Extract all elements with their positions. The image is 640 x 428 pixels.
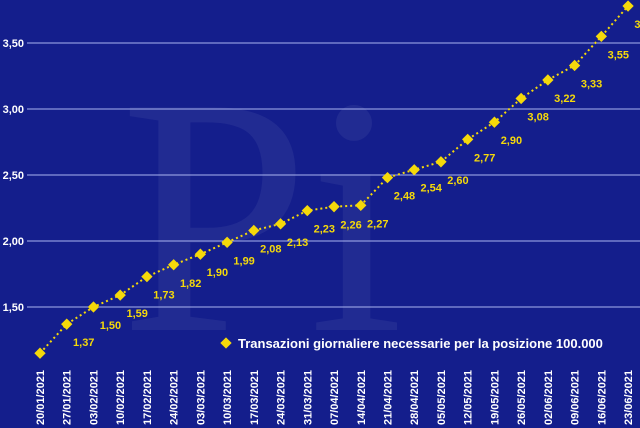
- data-point: [488, 116, 501, 128]
- x-tick-label: 17/03/2021: [249, 370, 261, 425]
- data-point: [221, 236, 233, 248]
- data-point: [248, 224, 260, 237]
- data-label: 2,08: [260, 243, 281, 255]
- x-tick-label: 16/06/2021: [596, 370, 608, 425]
- x-tick-label: 03/02/2021: [88, 370, 100, 425]
- x-tick-label: 09/06/2021: [570, 370, 582, 425]
- x-tick-label: 12/05/2021: [463, 370, 475, 425]
- data-label: 1,73: [153, 290, 174, 302]
- x-tick-label: 27/01/2021: [62, 370, 74, 425]
- data-point: [408, 164, 420, 176]
- data-point: [167, 259, 180, 271]
- data-label: 1,90: [207, 267, 228, 279]
- data-label: 3,55: [608, 49, 629, 61]
- data-label: 2,23: [314, 224, 335, 236]
- data-label: 2,26: [340, 220, 361, 232]
- data-label: 1,37: [73, 337, 94, 349]
- x-tick-label: 31/03/2021: [302, 370, 314, 425]
- data-point: [462, 133, 474, 146]
- y-tick-label: 2,50: [3, 170, 24, 182]
- data-label: 2,90: [501, 135, 522, 147]
- data-label: 1,99: [233, 255, 254, 267]
- data-label: 2,13: [287, 237, 308, 249]
- x-tick-label: 10/02/2021: [115, 370, 127, 425]
- y-tick-label: 3,00: [3, 104, 24, 116]
- watermark-logo: Pi: [120, 27, 404, 404]
- data-label: 2,54: [421, 183, 443, 195]
- data-label: 3,08: [527, 111, 548, 123]
- data-label: 1,50: [100, 320, 121, 332]
- data-label: 2,27: [367, 218, 388, 230]
- data-point: [435, 156, 447, 168]
- x-tick-label: 03/03/2021: [195, 370, 207, 425]
- x-tick-label: 14/04/2021: [356, 370, 368, 425]
- x-tick-label: 17/02/2021: [142, 370, 154, 425]
- data-label: 1,82: [180, 278, 201, 290]
- x-tick-label: 23/06/2021: [623, 370, 635, 425]
- legend-marker: [220, 337, 232, 349]
- x-tick-label: 20/01/2021: [35, 370, 47, 425]
- data-point: [194, 248, 207, 260]
- data-point: [301, 204, 313, 217]
- x-tick-label: 02/06/2021: [543, 370, 555, 425]
- x-tick-label: 26/05/2021: [516, 370, 528, 425]
- data-label: 2,60: [447, 175, 468, 187]
- data-point: [141, 270, 153, 283]
- y-tick-label: 2,00: [3, 236, 24, 248]
- x-tick-label: 24/03/2021: [276, 370, 288, 425]
- x-tick-label: 24/02/2021: [169, 370, 181, 425]
- data-label: 2,48: [394, 191, 415, 203]
- x-tick-label: 28/04/2021: [409, 370, 421, 425]
- data-point: [542, 74, 554, 86]
- data-point: [87, 301, 100, 313]
- legend-label: Transazioni giornaliere necessarie per l…: [238, 336, 603, 351]
- data-label: 3,22: [554, 93, 575, 105]
- legend: Transazioni giornaliere necessarie per l…: [220, 336, 603, 351]
- data-point: [355, 199, 367, 212]
- data-point: [381, 171, 394, 184]
- data-point: [595, 30, 607, 43]
- data-point: [274, 218, 287, 230]
- x-tick-label: 21/04/2021: [382, 370, 394, 425]
- data-label: 3,78: [634, 19, 640, 31]
- y-tick-label: 1,50: [3, 302, 24, 314]
- data-label: 2,77: [474, 152, 495, 164]
- data-point: [34, 347, 46, 359]
- data-point: [568, 59, 581, 72]
- data-point: [622, 0, 634, 12]
- x-tick-label: 07/04/2021: [329, 370, 341, 425]
- x-tick-label: 19/05/2021: [489, 370, 501, 425]
- x-tick-label: 05/05/2021: [436, 370, 448, 425]
- data-label: 1,59: [126, 308, 147, 320]
- data-label: 3,33: [581, 78, 602, 90]
- x-tick-label: 10/03/2021: [222, 370, 234, 425]
- y-tick-label: 3,50: [3, 38, 24, 50]
- data-point: [328, 201, 340, 213]
- data-point: [61, 318, 73, 330]
